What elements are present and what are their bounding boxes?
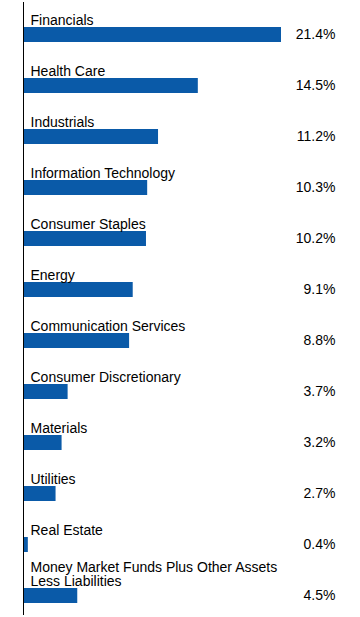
svg-text:11.2%: 11.2%: [297, 128, 336, 144]
svg-text:Industrials: Industrials: [31, 114, 95, 130]
svg-text:Financials: Financials: [31, 12, 94, 28]
svg-text:21.4%: 21.4%: [296, 26, 336, 42]
svg-text:Health Care: Health Care: [31, 63, 106, 79]
svg-text:3.2%: 3.2%: [304, 434, 336, 450]
svg-text:4.5%: 4.5%: [304, 587, 336, 603]
svg-text:Consumer Discretionary: Consumer Discretionary: [31, 369, 181, 385]
svg-text:0.4%: 0.4%: [304, 536, 336, 552]
svg-text:14.5%: 14.5%: [296, 77, 336, 93]
svg-text:10.3%: 10.3%: [296, 179, 336, 195]
svg-text:Communication Services: Communication Services: [31, 318, 186, 334]
svg-text:Money Market Funds Plus Other: Money Market Funds Plus Other AssetsLess…: [31, 559, 278, 589]
svg-text:Utilities: Utilities: [31, 471, 76, 487]
svg-text:Consumer Staples: Consumer Staples: [31, 216, 146, 232]
svg-text:9.1%: 9.1%: [304, 281, 336, 297]
svg-text:8.8%: 8.8%: [304, 332, 336, 348]
svg-text:Materials: Materials: [31, 420, 88, 436]
svg-text:10.2%: 10.2%: [296, 230, 336, 246]
svg-text:Real Estate: Real Estate: [31, 522, 104, 538]
svg-text:3.7%: 3.7%: [304, 383, 336, 399]
svg-text:Energy: Energy: [31, 267, 75, 283]
svg-text:Information Technology: Information Technology: [31, 165, 176, 181]
svg-text:2.7%: 2.7%: [304, 485, 336, 501]
